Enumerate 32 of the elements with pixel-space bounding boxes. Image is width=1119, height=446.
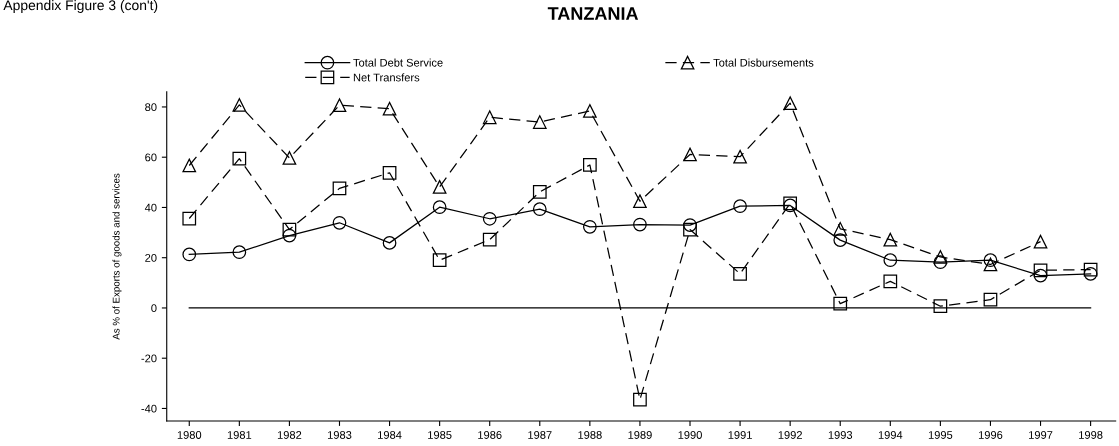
x-tick-label: 1995 <box>928 431 953 439</box>
y-axis-title: As % of Exports of goods and services <box>112 173 122 340</box>
y-tick-label: -40 <box>141 404 157 413</box>
y-tick-label: 80 <box>145 103 157 112</box>
y-tick-label: 60 <box>145 153 157 162</box>
y-tick-label: 0 <box>151 304 157 313</box>
x-tick-label: 1997 <box>1029 431 1053 439</box>
x-tick-label: 1996 <box>978 431 1003 439</box>
x-tick-label: 1980 <box>177 431 202 439</box>
x-tick-label: 1994 <box>878 431 903 439</box>
y-tick-label: 40 <box>144 203 157 212</box>
x-tick-label: 1981 <box>227 431 252 439</box>
legend-label: Total Debt Service <box>353 58 443 67</box>
x-tick-label: 1988 <box>578 431 602 439</box>
x-tick-label: 1989 <box>628 431 652 439</box>
y-tick-label: 20 <box>145 253 157 262</box>
x-tick-label: 1985 <box>428 431 452 439</box>
x-tick-label: 1992 <box>778 431 802 439</box>
x-tick-label: 1984 <box>378 431 402 439</box>
chart-title: TANZANIA <box>547 7 639 20</box>
legend-label: Net Transfers <box>353 73 420 82</box>
y-tick-label: -20 <box>141 354 157 363</box>
x-tick-label: 1993 <box>828 431 853 439</box>
x-tick-label: 1991 <box>728 431 752 439</box>
legend-label: Total Disbursements <box>713 58 814 67</box>
x-tick-label: 1998 <box>1079 431 1103 439</box>
x-tick-label: 1987 <box>528 431 552 439</box>
text: Appendix Figure 3 (con't) <box>3 0 158 13</box>
x-tick-label: 1990 <box>678 431 702 439</box>
x-tick-label: 1986 <box>478 431 502 439</box>
x-tick-label: 1983 <box>327 431 352 439</box>
x-tick-label: 1982 <box>277 431 302 439</box>
